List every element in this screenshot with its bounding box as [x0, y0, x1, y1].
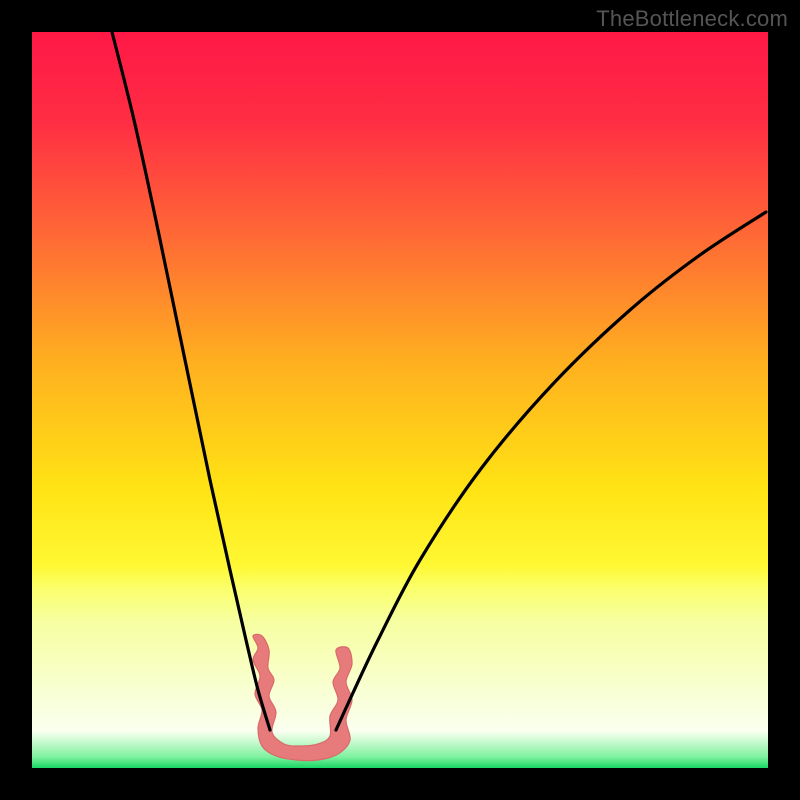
gradient-background: [32, 32, 768, 768]
bottleneck-chart-svg: [0, 0, 800, 800]
watermark-text: TheBottleneck.com: [596, 6, 788, 32]
chart-canvas: TheBottleneck.com: [0, 0, 800, 800]
